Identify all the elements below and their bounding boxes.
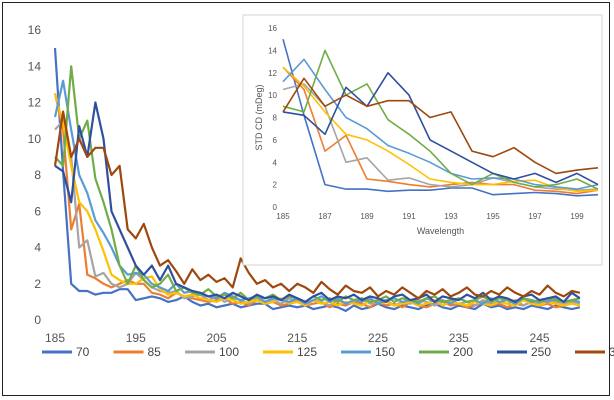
inset-x-tick-label: 199 bbox=[570, 212, 584, 221]
inset-chart-background bbox=[242, 14, 603, 266]
inset-y-tick-label: 16 bbox=[268, 24, 277, 33]
series-line-300 bbox=[53, 110, 581, 300]
x-tick-label: 205 bbox=[206, 331, 226, 345]
legend-item: 150 bbox=[341, 345, 395, 359]
x-tick-label: 225 bbox=[368, 331, 388, 345]
legend-label: 70 bbox=[76, 345, 90, 359]
legend-item: 100 bbox=[185, 345, 239, 359]
series-line-250 bbox=[54, 101, 581, 303]
inset-chart: 0 2 4 6 8 10 12 14 16 185 187 189 191 193 195 197 199 Wav… bbox=[242, 14, 603, 266]
legend: 70 85 100 125 150 200 250 300 bbox=[42, 345, 614, 359]
y-tick-label: 4 bbox=[34, 241, 41, 255]
legend-item: 300 bbox=[575, 345, 614, 359]
inset-series-line-300 bbox=[282, 77, 599, 175]
inset-x-tick-label: 197 bbox=[528, 212, 542, 221]
legend-item: 85 bbox=[113, 345, 162, 359]
inset-x-tick-label: 195 bbox=[486, 212, 500, 221]
x-tick-label: 245 bbox=[530, 331, 550, 345]
inset-x-tick-label: 191 bbox=[402, 212, 416, 221]
inset-series-line-100 bbox=[282, 83, 599, 191]
x-tick-label: 195 bbox=[126, 331, 146, 345]
inset-series-line-250 bbox=[282, 72, 599, 186]
legend-label: 85 bbox=[148, 345, 162, 359]
legend-label: 250 bbox=[531, 345, 551, 359]
legend-item: 200 bbox=[419, 345, 473, 359]
legend-label: 150 bbox=[375, 345, 395, 359]
legend-item: 250 bbox=[497, 345, 551, 359]
series-line-70 bbox=[53, 48, 581, 312]
x-tick-label: 185 bbox=[45, 331, 65, 345]
legend-label: 200 bbox=[453, 345, 473, 359]
legend-label: 300 bbox=[609, 345, 614, 359]
inset-y-tick-label: 14 bbox=[268, 46, 277, 55]
x-tick-label: 215 bbox=[287, 331, 307, 345]
inset-series-line-125 bbox=[282, 66, 599, 193]
y-tick-label: 14 bbox=[28, 59, 42, 73]
inset-series-line-200 bbox=[282, 49, 599, 190]
legend-label: 100 bbox=[219, 345, 239, 359]
inset-y-tick-label: 12 bbox=[268, 69, 277, 78]
main-chart: 0 2 4 6 8 10 12 14 16 185 195 205 215 225 235 245 bbox=[28, 23, 581, 345]
legend-item: 70 bbox=[42, 345, 90, 359]
legend-item: 125 bbox=[263, 345, 317, 359]
y-tick-label: 2 bbox=[34, 277, 41, 291]
y-tick-label: 12 bbox=[28, 96, 42, 110]
inset-y-tick-label: 8 bbox=[273, 114, 278, 123]
y-tick-label: 10 bbox=[28, 132, 42, 146]
y-tick-label: 16 bbox=[28, 23, 42, 37]
inset-y-axis-label: STD CD (mDeg) bbox=[254, 84, 264, 150]
inset-x-axis-label: Wavelength bbox=[417, 226, 464, 236]
inset-y-tick-label: 0 bbox=[273, 203, 278, 212]
inset-x-tick-label: 193 bbox=[444, 212, 458, 221]
inset-x-tick-label: 189 bbox=[360, 212, 374, 221]
legend-label: 125 bbox=[297, 345, 317, 359]
y-tick-label: 0 bbox=[34, 313, 41, 327]
inset-y-tick-label: 2 bbox=[273, 181, 278, 190]
y-tick-label: 6 bbox=[34, 204, 41, 218]
inset-x-tick-label: 187 bbox=[318, 212, 332, 221]
inset-series-line-70 bbox=[282, 38, 599, 197]
inset-y-tick-label: 6 bbox=[273, 136, 278, 145]
series-line-200 bbox=[54, 65, 581, 303]
inset-x-tick-label: 185 bbox=[276, 212, 290, 221]
y-tick-label: 8 bbox=[34, 168, 41, 182]
x-tick-label: 235 bbox=[449, 331, 469, 345]
inset-y-tick-label: 4 bbox=[273, 158, 278, 167]
inset-y-tick-label: 10 bbox=[268, 91, 277, 100]
